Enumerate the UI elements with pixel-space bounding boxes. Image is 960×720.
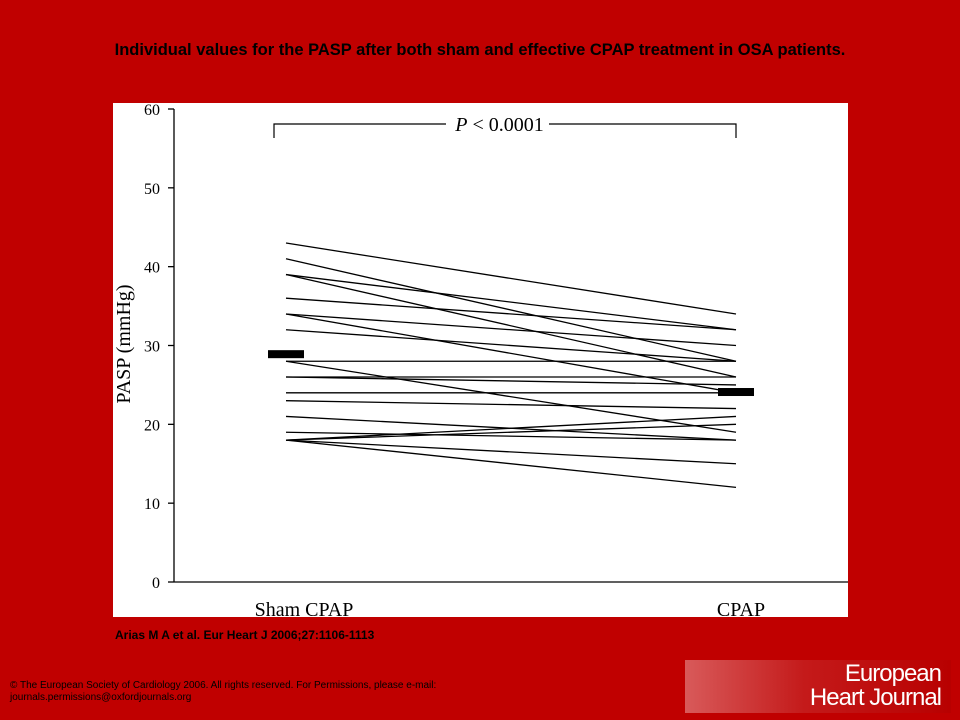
subject-line bbox=[285, 329, 737, 362]
subject-line bbox=[285, 400, 737, 410]
subject-line bbox=[285, 376, 737, 386]
y-tick-label: 50 bbox=[144, 181, 160, 198]
subject-line bbox=[285, 273, 737, 378]
bracket-right bbox=[549, 123, 737, 138]
logo-text-bottom: Heart Journal bbox=[809, 684, 942, 711]
subject-line bbox=[285, 313, 737, 394]
slide-title: Individual values for the PASP after bot… bbox=[114, 41, 846, 59]
mean-bars bbox=[268, 350, 754, 397]
y-tick-label: 20 bbox=[144, 417, 160, 434]
subject-line bbox=[285, 258, 737, 362]
subject-line bbox=[285, 297, 737, 331]
x-tick-labels: Sham CPAP CPAP bbox=[255, 599, 765, 617]
subject-line bbox=[285, 439, 737, 465]
p-value-annotation: P < 0.0001 bbox=[454, 114, 544, 136]
chart-panel: 0 10 20 30 40 50 60 Sham CPAP CPAP PASP (mmHg) … bbox=[113, 103, 848, 617]
subject-line bbox=[285, 423, 737, 441]
mean-bar bbox=[268, 350, 304, 359]
subject-line bbox=[285, 273, 737, 331]
y-tick-labels: 0 10 20 30 40 50 60 bbox=[144, 103, 160, 592]
bracket-left bbox=[273, 123, 446, 138]
subject-line bbox=[285, 242, 737, 315]
subject-line bbox=[285, 415, 737, 441]
citation: Arias M A et al. Eur Heart J 2006;27:110… bbox=[115, 628, 375, 642]
subject-line bbox=[285, 439, 737, 489]
subject-line bbox=[285, 313, 737, 347]
logo-text-top: European bbox=[844, 660, 942, 687]
x-tick-label: CPAP bbox=[717, 599, 765, 617]
copyright-line: © The European Society of Cardiology 200… bbox=[10, 680, 437, 691]
x-tick-label: Sham CPAP bbox=[255, 599, 354, 617]
y-tick-label: 30 bbox=[144, 339, 160, 356]
copyright-email: journals.permissions@oxfordjournals.org bbox=[10, 692, 192, 703]
copyright-notice: © The European Society of Cardiology 200… bbox=[10, 680, 550, 704]
y-axis-label: PASP (mmHg) bbox=[113, 284, 135, 403]
y-tick-label: 60 bbox=[144, 103, 160, 119]
subject-lines bbox=[285, 242, 737, 489]
y-tick-label: 10 bbox=[144, 496, 160, 513]
journal-logo: European Heart Journal bbox=[685, 660, 951, 713]
subject-line bbox=[285, 360, 737, 433]
significance-bracket: P < 0.0001 bbox=[273, 114, 737, 138]
subject-line bbox=[285, 431, 737, 441]
p-value-symbol: P bbox=[454, 114, 467, 136]
axes bbox=[168, 108, 848, 583]
mean-bar bbox=[718, 388, 754, 397]
y-tick-label: 0 bbox=[152, 575, 160, 592]
p-value-text: < 0.0001 bbox=[467, 114, 543, 136]
y-tick-label: 40 bbox=[144, 260, 160, 277]
